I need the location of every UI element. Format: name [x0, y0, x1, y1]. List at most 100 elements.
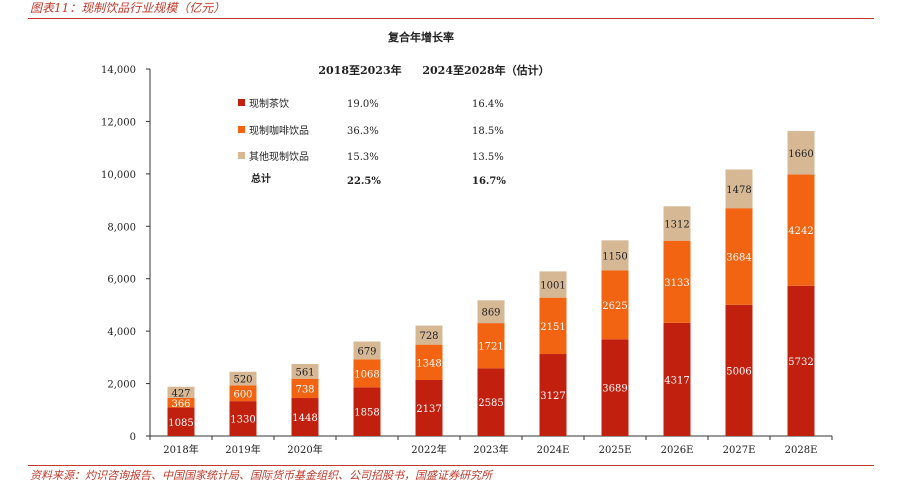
legend-swatch: [238, 99, 245, 106]
cagr-value: 16.4%: [472, 99, 504, 110]
bar-segment: [291, 363, 319, 379]
data-label: 5732: [788, 357, 813, 368]
bar-segment: [477, 368, 505, 436]
legend-label: 其他现制饮品: [249, 150, 309, 163]
data-label: 427: [171, 388, 190, 399]
bar-segment: [291, 378, 319, 399]
data-label: 1001: [540, 281, 565, 292]
bar-segment: [229, 371, 257, 386]
x-tick-label: 2018年: [163, 443, 198, 456]
bar-segment: [229, 385, 257, 402]
legend-label: 总计: [251, 172, 271, 185]
y-tick-label: 8,000: [107, 222, 136, 233]
bar-segment: [663, 206, 691, 241]
data-label: 1150: [602, 251, 627, 262]
bar-segment: [663, 322, 691, 436]
data-label: 2585: [478, 398, 503, 409]
data-label: 1312: [664, 220, 689, 231]
bar-segment: [167, 407, 195, 436]
bar-segment: [229, 401, 257, 436]
data-label: 1348: [416, 358, 441, 369]
bar-segment: [291, 398, 319, 436]
data-label: 3689: [602, 384, 627, 395]
data-label: 561: [295, 367, 314, 378]
bar-segment: [353, 387, 381, 436]
bar-segment: [601, 240, 629, 271]
data-label: 3127: [540, 391, 565, 402]
bar-segment: [601, 270, 629, 340]
data-label: 1448: [292, 413, 317, 424]
x-tick-label: 2027E: [723, 445, 756, 456]
data-label: 1085: [168, 418, 193, 429]
y-tick-label: 6,000: [107, 275, 136, 286]
x-tick-label: 2028E: [785, 445, 818, 456]
data-label: 3133: [664, 278, 689, 289]
data-label: 2151: [540, 322, 565, 333]
legend-label: 现制茶饮: [249, 97, 289, 110]
bar-segment: [787, 174, 815, 286]
bar-segment: [415, 325, 443, 345]
y-tick-label: 14,000: [101, 65, 136, 76]
x-tick-label: 2024E: [537, 445, 570, 456]
y-tick-label: 0: [130, 432, 136, 443]
cagr-value: 36.3%: [347, 126, 379, 137]
chart-axes: 0 2,000 4,000 6,000 8,000 10,000 12,000 14,000 2…: [101, 65, 833, 456]
x-tick-label: 2026E: [661, 445, 694, 456]
x-tick-label: 2025E: [599, 445, 632, 456]
x-tick-label: 2022年: [411, 443, 446, 456]
cagr-value: 15.3%: [347, 152, 379, 163]
bar-segment: [725, 304, 753, 436]
data-label: 5006: [726, 366, 751, 377]
bar-segment: [167, 386, 195, 398]
data-label: 1858: [354, 408, 379, 419]
data-label: 1330: [230, 415, 255, 426]
bar-segment: [725, 169, 753, 209]
bar-segment: [539, 271, 567, 298]
legend-swatch: [238, 126, 245, 133]
bar-segment: [477, 323, 505, 369]
data-label: 2137: [416, 404, 441, 415]
cagr-heading: 复合年增长率: [387, 30, 454, 44]
cagr-value: 22.5%: [347, 176, 381, 187]
cagr-value: 16.7%: [472, 176, 506, 187]
y-tick-label: 2,000: [107, 380, 136, 391]
bar-segment: [787, 131, 815, 175]
bar-segment: [477, 300, 505, 324]
bar-segment: [787, 285, 815, 436]
bar-segment: [415, 344, 443, 380]
data-label: 1068: [354, 369, 379, 380]
bar-segment: [353, 341, 381, 360]
cagr-value: 18.5%: [472, 126, 504, 137]
data-label: 3684: [726, 252, 751, 263]
y-tick-label: 10,000: [101, 170, 136, 181]
data-label: 2625: [602, 301, 627, 312]
data-label: 1721: [478, 342, 503, 353]
bar-segment: [663, 240, 691, 323]
cagr-column-header: 2024至2028年（估计）: [422, 63, 549, 77]
legend-swatch: [238, 152, 245, 159]
data-label: 869: [481, 308, 500, 319]
bar-segment: [539, 354, 567, 436]
bar-segment: [353, 359, 381, 388]
data-label: 520: [233, 375, 252, 386]
bottom-rule: [28, 465, 874, 466]
cagr-value: 13.5%: [472, 152, 504, 163]
x-tick-label: 2023年: [473, 443, 508, 456]
bar-segment: [167, 397, 195, 408]
figure-title: 图表11：现制饮品行业规模（亿元）: [30, 1, 226, 15]
cagr-column-header: 2018至2023年: [318, 63, 401, 77]
data-label: 4317: [664, 375, 689, 386]
bar-segment: [725, 208, 753, 305]
data-label: 728: [419, 331, 438, 342]
data-label: 1660: [788, 149, 813, 160]
y-tick-label: 4,000: [107, 327, 136, 338]
data-label: 679: [357, 346, 376, 357]
cagr-value: 19.0%: [347, 99, 379, 110]
data-label: 4242: [788, 226, 813, 237]
data-label: 366: [171, 399, 190, 410]
cagr-table: 复合年增长率 2018至2023年 2024至2028年（估计） 现制茶饮 19.0% 1…: [238, 30, 550, 187]
y-tick-label: 12,000: [101, 117, 136, 128]
legend-label: 现制咖啡饮品: [249, 124, 309, 137]
